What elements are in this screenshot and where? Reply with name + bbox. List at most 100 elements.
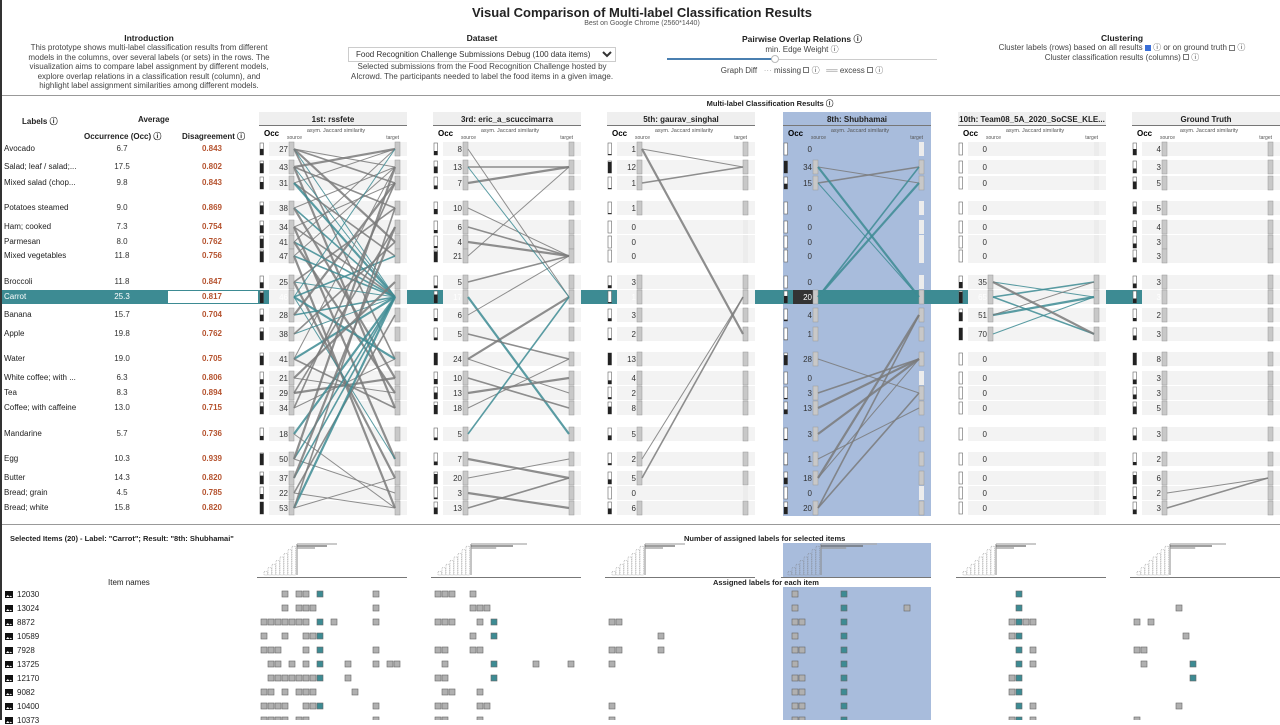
source-node[interactable]	[1162, 201, 1167, 215]
assigned-label-square[interactable]	[841, 703, 847, 709]
occurrence-value[interactable]: 20	[453, 474, 462, 483]
target-node[interactable]	[1268, 327, 1273, 341]
assigned-label-square[interactable]	[373, 661, 379, 667]
source-node[interactable]	[289, 160, 294, 174]
assigned-label-square[interactable]	[491, 661, 497, 667]
occurrence-value[interactable]: 2	[1157, 455, 1162, 464]
occurrence-value[interactable]: 0	[983, 179, 988, 188]
target-node[interactable]	[743, 401, 748, 415]
occurrence-value[interactable]: 15	[803, 179, 812, 188]
assigned-label-square[interactable]	[345, 661, 351, 667]
target-node[interactable]	[1268, 486, 1273, 500]
assigned-label-square[interactable]	[1016, 703, 1022, 709]
source-node[interactable]	[289, 486, 294, 500]
assigned-label-square[interactable]	[792, 647, 798, 653]
source-node[interactable]	[637, 327, 642, 341]
assigned-label-square[interactable]	[373, 647, 379, 653]
source-node[interactable]	[1162, 290, 1167, 304]
occurrence-value[interactable]: 5	[458, 330, 463, 339]
occurrence-value[interactable]: 34	[279, 404, 288, 413]
target-node[interactable]	[1268, 160, 1273, 174]
assigned-label-square[interactable]	[799, 619, 805, 625]
target-node[interactable]	[395, 249, 400, 263]
assigned-label-square[interactable]	[331, 619, 337, 625]
source-node[interactable]	[289, 249, 294, 263]
target-node[interactable]	[919, 176, 924, 190]
assigned-label-square[interactable]	[1148, 619, 1154, 625]
occurrence-value[interactable]: 3	[1157, 330, 1162, 339]
label-row[interactable]: Coffee; with caffeine 13.0 0.715	[2, 403, 258, 414]
assigned-label-square[interactable]	[449, 619, 455, 625]
assigned-label-square[interactable]	[352, 689, 358, 695]
occurrence-value[interactable]: 0	[983, 455, 988, 464]
assigned-label-square[interactable]	[449, 689, 455, 695]
assigned-label-square[interactable]	[1176, 605, 1182, 611]
source-node[interactable]	[289, 220, 294, 234]
assigned-label-square[interactable]	[1016, 591, 1022, 597]
assigned-label-square[interactable]	[303, 689, 309, 695]
label-row[interactable]: Parmesan 8.0 0.762	[2, 237, 258, 248]
occurrence-value[interactable]: 1	[632, 145, 637, 154]
target-node[interactable]	[743, 275, 748, 289]
assigned-label-square[interactable]	[268, 619, 274, 625]
assigned-label-square[interactable]	[1030, 619, 1036, 625]
assigned-label-square[interactable]	[484, 703, 490, 709]
target-node[interactable]	[569, 176, 574, 190]
target-node[interactable]	[395, 142, 400, 156]
assigned-label-square[interactable]	[282, 605, 288, 611]
source-node[interactable]	[637, 142, 642, 156]
source-node[interactable]	[813, 290, 818, 304]
assigned-label-square[interactable]	[1176, 703, 1182, 709]
occurrence-value[interactable]: 8	[1157, 355, 1162, 364]
assigned-label-square[interactable]	[1183, 633, 1189, 639]
assigned-label-square[interactable]	[491, 633, 497, 639]
assigned-label-square[interactable]	[484, 605, 490, 611]
assigned-label-square[interactable]	[491, 619, 497, 625]
assigned-label-square[interactable]	[289, 619, 295, 625]
source-node[interactable]	[1162, 176, 1167, 190]
image-icon[interactable]	[5, 675, 13, 682]
occurrence-value[interactable]: 2	[632, 389, 637, 398]
assigned-label-square[interactable]	[568, 661, 574, 667]
source-node[interactable]	[289, 201, 294, 215]
occurrence-value[interactable]: 3	[1157, 252, 1162, 261]
occurrence-value[interactable]: 3	[1157, 238, 1162, 247]
target-node[interactable]	[395, 471, 400, 485]
source-node[interactable]	[289, 275, 294, 289]
occurrence-value[interactable]: 28	[279, 311, 288, 320]
assigned-label-square[interactable]	[275, 703, 281, 709]
source-node[interactable]	[813, 501, 818, 515]
assigned-label-square[interactable]	[275, 661, 281, 667]
target-node[interactable]	[743, 471, 748, 485]
assigned-label-square[interactable]	[799, 647, 805, 653]
occurrence-value[interactable]: 0	[808, 223, 813, 232]
occurrence-value[interactable]: 13	[453, 163, 462, 172]
assigned-label-square[interactable]	[261, 633, 267, 639]
column-title[interactable]: 3rd: eric_a_scuccimarra	[461, 115, 554, 124]
occurrence-value[interactable]: 43	[279, 163, 288, 172]
occurrence-value[interactable]: 0	[632, 238, 637, 247]
target-node[interactable]	[919, 386, 924, 400]
target-node[interactable]	[919, 308, 924, 322]
occurrence-value[interactable]: 6	[1157, 474, 1162, 483]
target-node[interactable]	[395, 501, 400, 515]
assigned-label-square[interactable]	[1030, 647, 1036, 653]
target-node[interactable]	[395, 371, 400, 385]
assigned-label-square[interactable]	[1141, 647, 1147, 653]
occurrence-value[interactable]: 0	[983, 238, 988, 247]
source-node[interactable]	[1162, 386, 1167, 400]
source-node[interactable]	[289, 142, 294, 156]
source-node[interactable]	[463, 371, 468, 385]
assigned-label-square[interactable]	[616, 647, 622, 653]
occurrence-value[interactable]: 3	[1157, 163, 1162, 172]
assigned-label-square[interactable]	[1009, 689, 1015, 695]
assigned-label-square[interactable]	[841, 591, 847, 597]
target-node[interactable]	[743, 371, 748, 385]
source-node[interactable]	[289, 371, 294, 385]
label-row[interactable]: Carrot 25.3 0.817	[2, 292, 258, 303]
assigned-label-square[interactable]	[282, 689, 288, 695]
target-node[interactable]	[569, 235, 574, 249]
occurrence-value[interactable]: 2	[632, 330, 637, 339]
